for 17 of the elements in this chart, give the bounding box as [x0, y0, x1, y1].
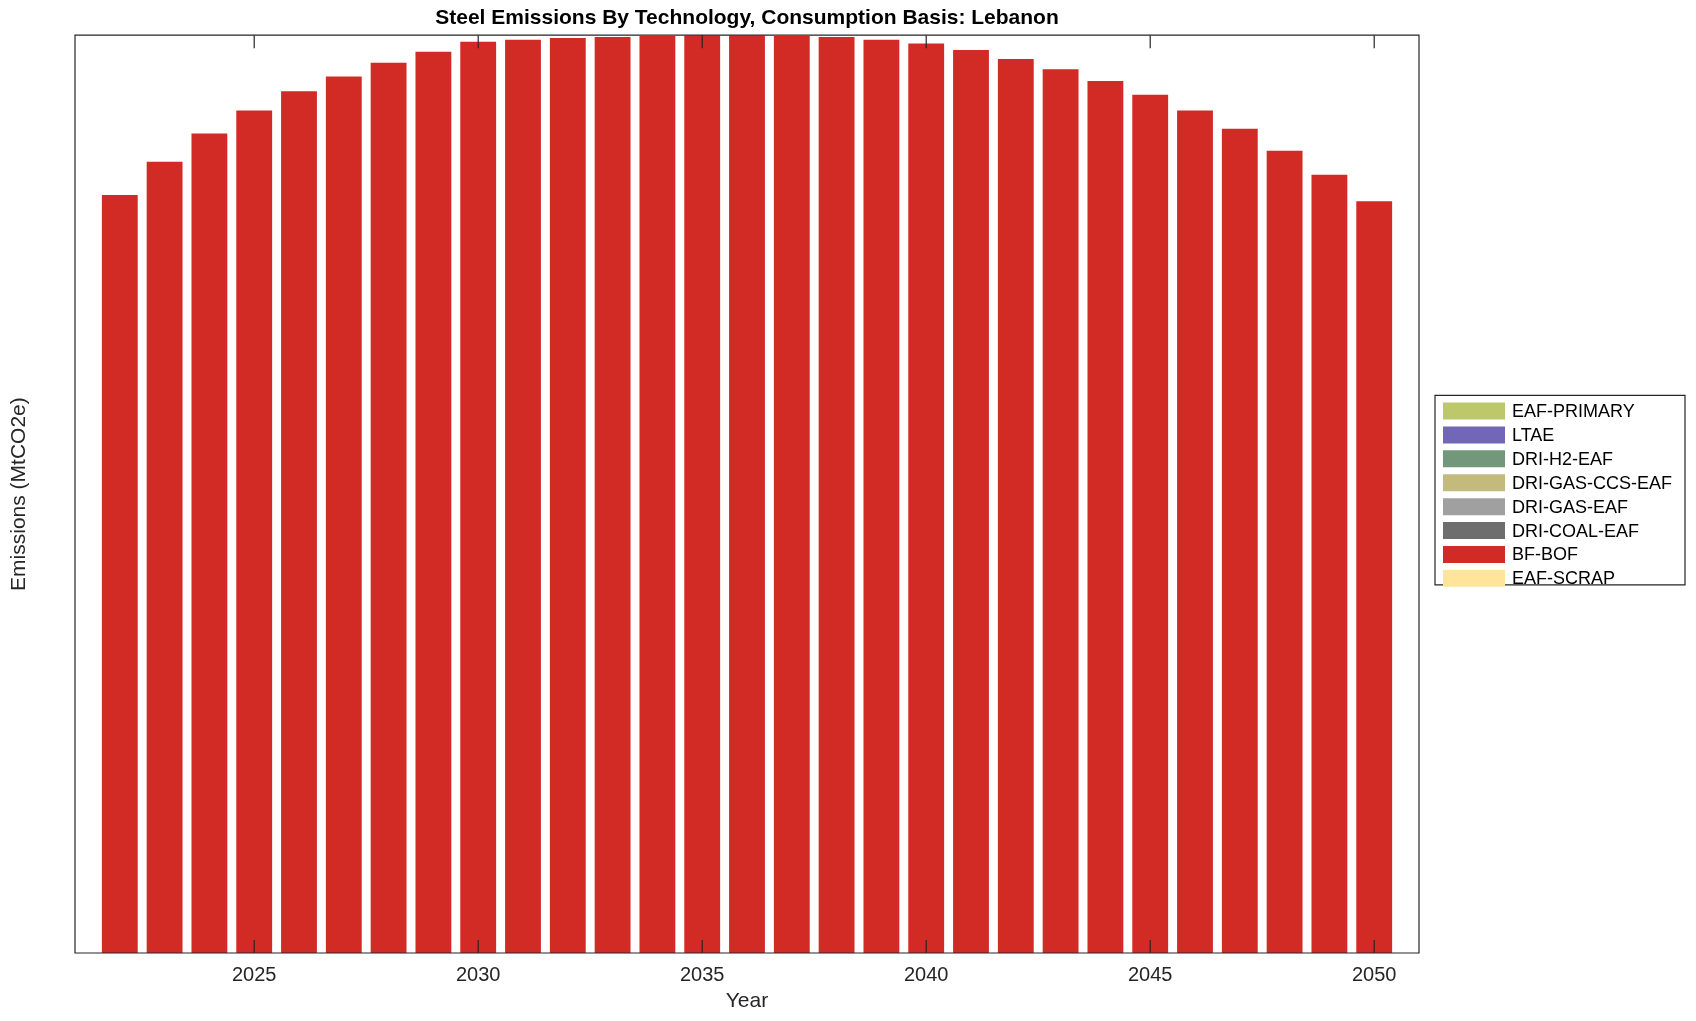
x-tick-label: 2030	[455, 962, 501, 985]
x-tick-label: 2025	[231, 962, 277, 985]
x-tick-label: 2045	[1127, 962, 1173, 985]
legend-label: EAF-PRIMARY	[1512, 401, 1635, 422]
legend-label: DRI-GAS-CCS-EAF	[1512, 472, 1673, 493]
legend-label: DRI-GAS-EAF	[1512, 496, 1629, 517]
legend-label: DRI-COAL-EAF	[1512, 520, 1640, 541]
legend-label: LTAE	[1512, 424, 1555, 445]
y-axis-title: Emissions (MtCO2e)	[6, 397, 30, 591]
x-tick-label: 2040	[903, 962, 949, 985]
legend-label: DRI-H2-EAF	[1512, 448, 1614, 469]
chart-title: Steel Emissions By Technology, Consumption Basis: Lebanon	[435, 5, 1059, 29]
legend-label: BF-BOF	[1512, 544, 1578, 565]
x-axis-title: Year	[725, 988, 769, 1012]
x-tick-label: 2050	[1351, 962, 1397, 985]
x-tick-label: 2035	[679, 962, 725, 985]
legend-label: EAF-SCRAP	[1512, 568, 1616, 589]
